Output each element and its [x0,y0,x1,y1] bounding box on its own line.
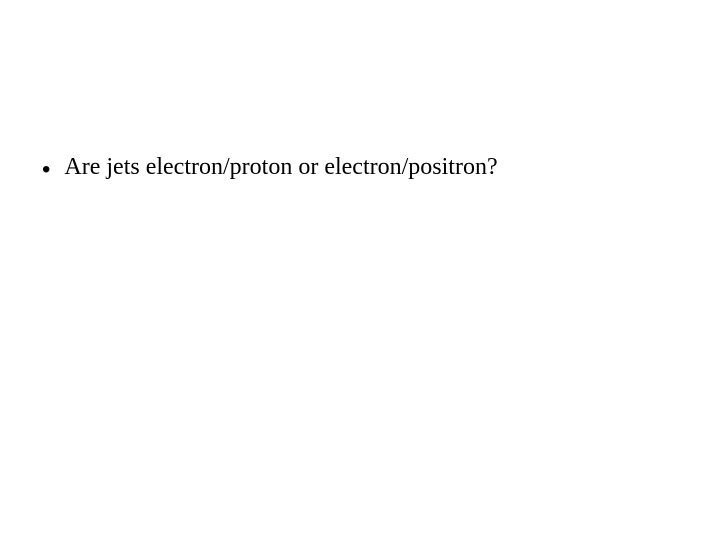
bullet-item: • Are jets electron/proton or electron/p… [42,152,678,185]
slide-content: • Are jets electron/proton or electron/p… [42,152,678,185]
bullet-text: Are jets electron/proton or electron/pos… [64,152,497,183]
bullet-marker: • [42,154,50,185]
